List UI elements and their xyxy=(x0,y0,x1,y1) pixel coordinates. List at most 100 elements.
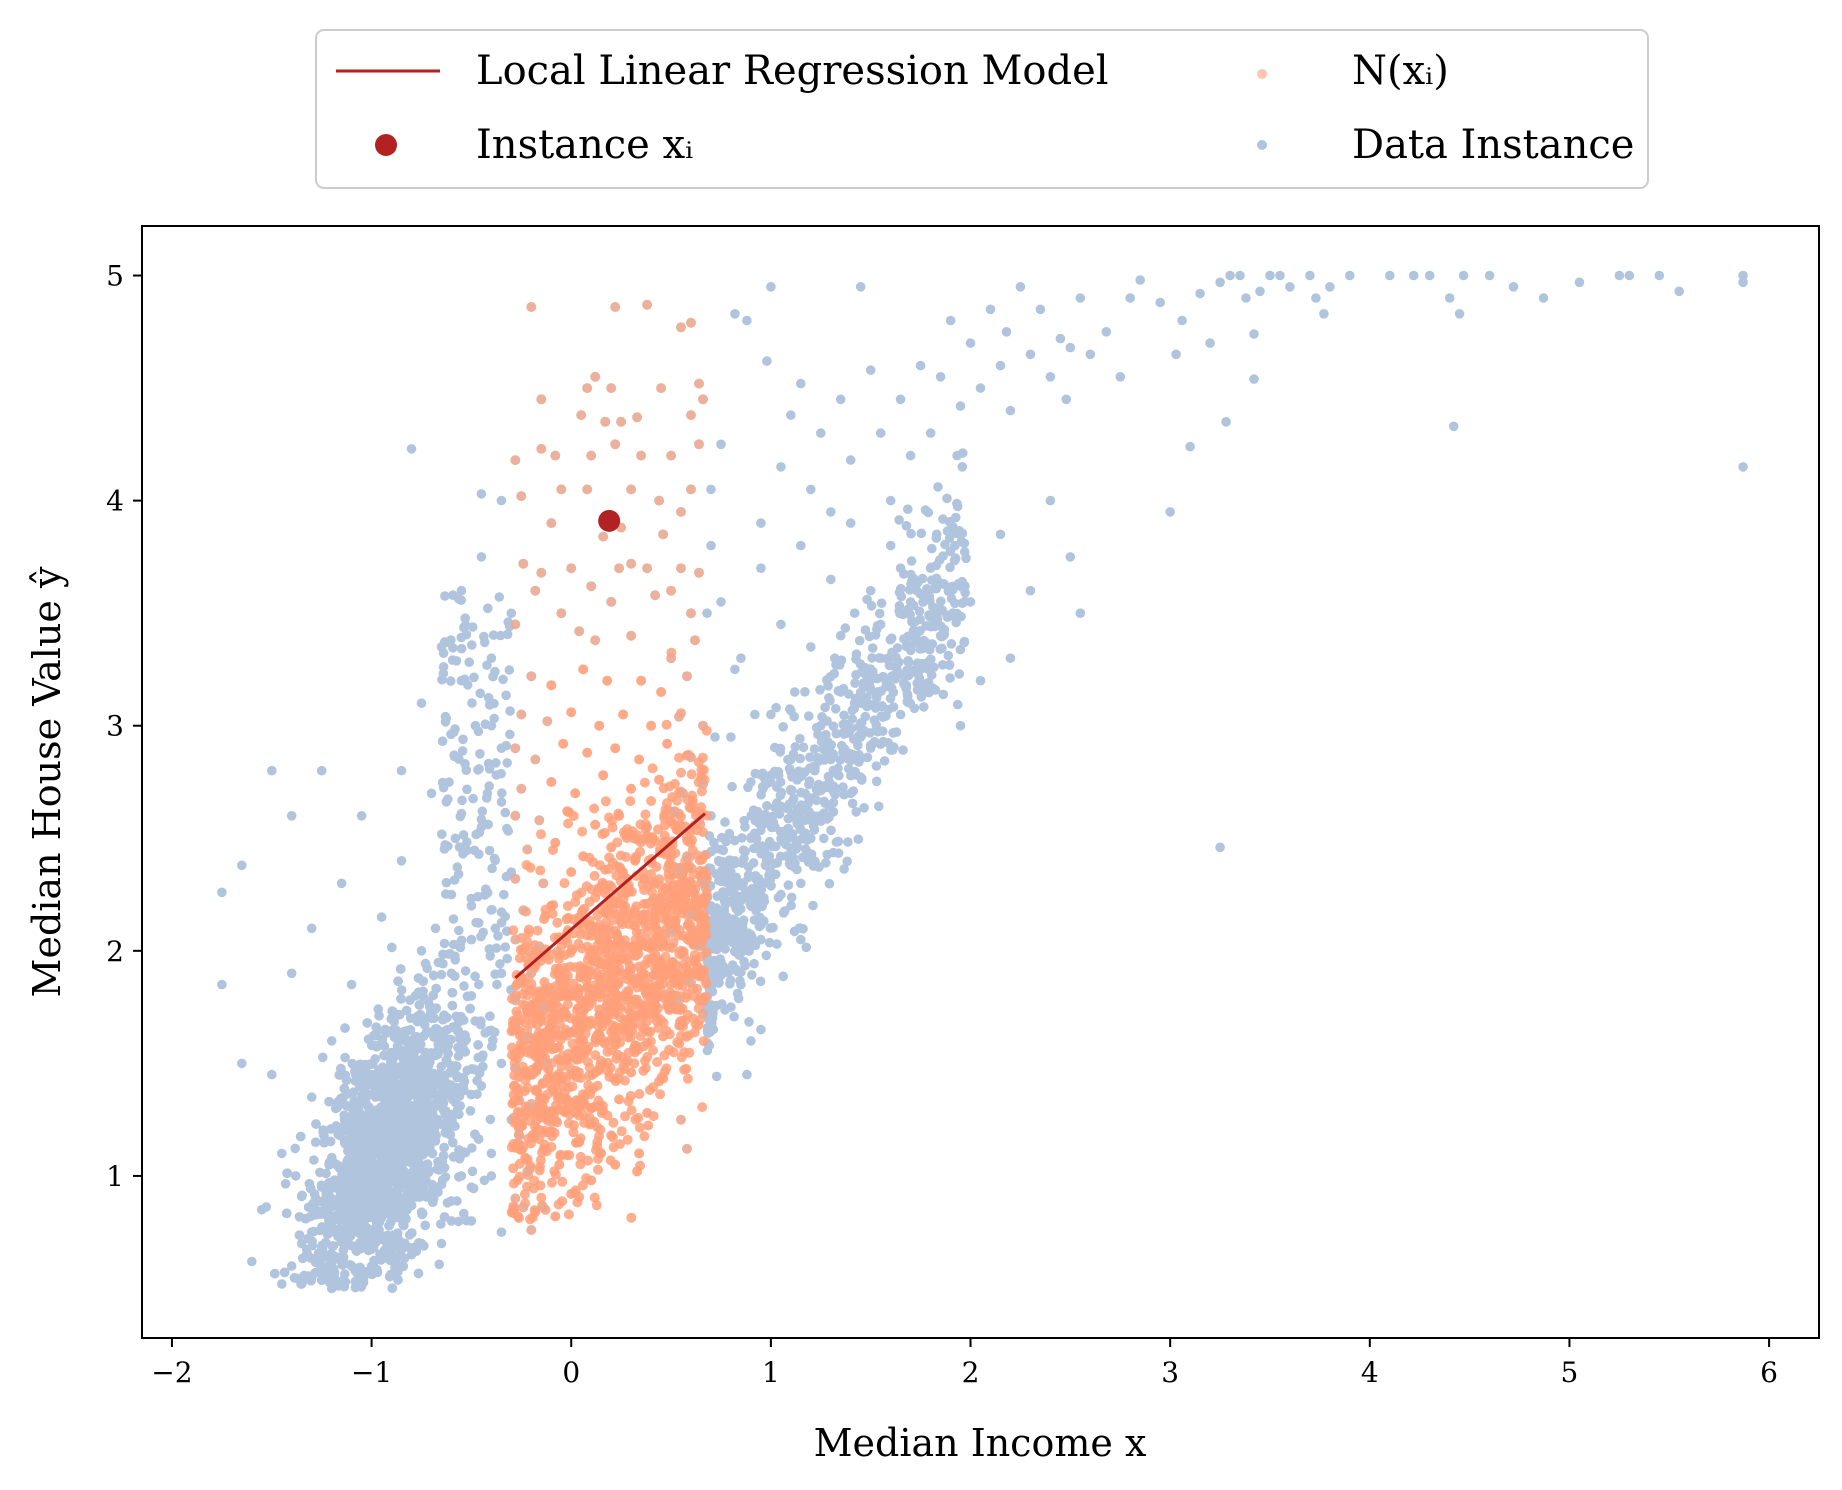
data-point xyxy=(448,1022,458,1032)
data-point xyxy=(450,724,460,734)
data-point xyxy=(839,864,849,874)
data-point xyxy=(458,734,468,745)
neighborhood-point xyxy=(686,897,697,908)
data-point xyxy=(746,777,756,787)
data-point xyxy=(775,851,786,862)
data-point xyxy=(416,1126,427,1136)
data-point xyxy=(443,841,453,851)
data-point xyxy=(729,1011,739,1022)
data-point xyxy=(496,1227,507,1237)
data-point xyxy=(486,653,497,663)
data-point xyxy=(721,877,731,888)
data-point xyxy=(776,619,786,630)
neighborhood-point xyxy=(697,1102,708,1113)
data-point xyxy=(874,608,885,619)
data-point xyxy=(881,711,891,721)
data-point xyxy=(756,1024,766,1035)
data-point xyxy=(290,1171,301,1181)
data-point xyxy=(356,811,367,821)
data-point xyxy=(420,1220,431,1231)
data-point xyxy=(426,1013,437,1024)
data-point xyxy=(895,608,905,619)
data-point xyxy=(825,672,836,682)
data-point xyxy=(396,985,407,995)
data-point xyxy=(413,973,424,983)
data-point xyxy=(761,950,772,961)
data-point xyxy=(1325,282,1335,292)
data-point xyxy=(814,756,824,766)
data-point xyxy=(830,704,841,714)
data-point xyxy=(374,1011,384,1021)
data-point xyxy=(737,927,748,937)
data-point xyxy=(389,1074,399,1085)
data-point xyxy=(783,813,794,824)
data-point xyxy=(1221,417,1231,427)
data-point xyxy=(874,801,884,812)
data-point xyxy=(1115,372,1126,382)
data-point xyxy=(386,1103,397,1114)
data-point xyxy=(467,698,477,708)
data-point xyxy=(498,674,508,685)
data-point xyxy=(1215,277,1225,288)
data-point xyxy=(794,766,804,776)
data-point xyxy=(915,664,926,675)
data-point xyxy=(439,1010,449,1021)
data-point xyxy=(437,674,447,685)
data-point xyxy=(787,772,797,782)
data-point xyxy=(447,987,458,998)
data-point xyxy=(349,1127,360,1137)
data-point xyxy=(796,878,806,889)
data-point xyxy=(965,338,976,348)
data-point xyxy=(1065,342,1076,353)
data-point xyxy=(800,844,811,854)
data-point xyxy=(750,871,761,881)
data-point xyxy=(1065,552,1076,562)
neighborhood-point xyxy=(639,1131,650,1142)
data-point xyxy=(419,1189,430,1199)
data-point xyxy=(502,629,513,640)
data-point xyxy=(316,1196,327,1207)
data-point xyxy=(849,608,860,618)
data-point xyxy=(1075,293,1086,303)
neighborhood-point xyxy=(629,1058,640,1069)
data-point xyxy=(454,925,464,936)
data-point xyxy=(766,709,776,720)
data-point xyxy=(871,692,882,703)
data-point xyxy=(306,923,317,934)
neighborhood-point xyxy=(531,1123,542,1134)
data-point xyxy=(729,835,740,846)
data-point xyxy=(815,685,825,695)
neighborhood-point xyxy=(564,1150,575,1161)
data-point xyxy=(901,521,912,531)
data-point xyxy=(1205,338,1215,348)
data-point xyxy=(316,765,327,776)
data-point xyxy=(396,765,407,776)
data-point xyxy=(796,378,806,389)
data-point xyxy=(1185,441,1195,452)
data-point xyxy=(755,976,766,987)
neighborhood-point xyxy=(533,1028,544,1039)
data-point xyxy=(311,1205,322,1216)
data-point xyxy=(372,1267,383,1278)
data-point xyxy=(433,1157,443,1167)
data-point xyxy=(894,587,905,598)
data-point xyxy=(741,886,751,897)
data-point xyxy=(942,493,952,504)
data-point xyxy=(943,650,954,661)
data-point xyxy=(806,642,816,652)
data-point xyxy=(357,1197,368,1208)
data-point xyxy=(753,887,763,898)
data-point xyxy=(786,900,796,911)
data-point xyxy=(328,1241,339,1251)
data-point xyxy=(436,1219,446,1229)
data-point xyxy=(478,1050,488,1060)
data-point xyxy=(935,630,946,641)
data-point xyxy=(801,942,812,953)
data-point xyxy=(824,693,834,703)
neighborhood-point xyxy=(644,1085,655,1095)
data-point xyxy=(875,619,886,630)
data-point xyxy=(371,1144,381,1154)
neighborhood-point xyxy=(562,901,573,911)
data-point xyxy=(938,689,949,700)
data-point xyxy=(798,742,809,753)
